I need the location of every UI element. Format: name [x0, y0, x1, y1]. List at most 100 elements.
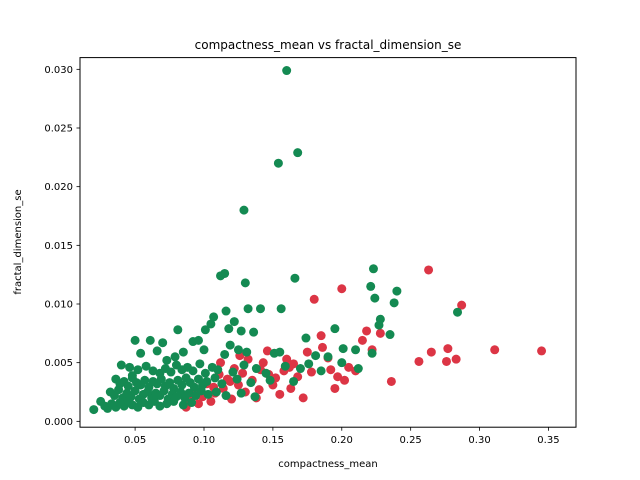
data-point [199, 345, 209, 355]
data-point [392, 286, 402, 296]
data-point [290, 273, 300, 283]
data-point [125, 362, 135, 372]
data-point [333, 372, 343, 382]
data-point [220, 349, 230, 359]
data-point [178, 400, 188, 410]
data-point [389, 298, 399, 308]
data-point [344, 362, 354, 372]
y-tick-label: 0.005 [44, 358, 73, 369]
data-point [217, 379, 227, 389]
data-point [152, 346, 162, 356]
data-point [127, 371, 137, 381]
data-point [306, 367, 316, 377]
data-point [367, 348, 377, 358]
data-point [275, 389, 285, 399]
data-point [282, 66, 292, 76]
data-point [225, 340, 235, 350]
data-point [206, 319, 216, 329]
data-point [282, 354, 292, 364]
data-point [311, 351, 321, 361]
data-point [414, 356, 424, 366]
data-point [206, 396, 216, 406]
data-point [298, 393, 308, 403]
data-point [353, 364, 363, 374]
data-point [254, 385, 264, 395]
data-point [200, 325, 210, 335]
data-point [385, 330, 395, 340]
data-point [195, 359, 205, 369]
data-point [145, 335, 155, 345]
data-point [317, 342, 327, 352]
data-point [273, 158, 283, 168]
data-point [301, 333, 311, 343]
data-point [295, 364, 305, 374]
data-point [286, 383, 296, 393]
data-point [249, 327, 259, 337]
x-tick-label: 0.35 [537, 435, 559, 446]
data-point [243, 304, 253, 314]
data-point [162, 355, 172, 365]
data-point [173, 325, 183, 335]
data-point [330, 383, 340, 393]
data-point [340, 375, 350, 385]
data-point [188, 366, 198, 376]
data-point [169, 396, 179, 406]
data-point [275, 347, 285, 357]
data-point [330, 324, 340, 334]
data-point [203, 389, 213, 399]
data-point [323, 352, 333, 362]
points-layer [89, 66, 547, 415]
data-point [309, 294, 319, 304]
x-tick-label: 0.10 [193, 435, 215, 446]
data-point [188, 337, 198, 347]
data-point [141, 361, 151, 371]
data-point [326, 365, 336, 375]
data-point [228, 367, 238, 377]
data-point [537, 346, 547, 356]
data-point [89, 405, 99, 415]
data-point [221, 391, 231, 401]
y-tick-label: 0.010 [44, 300, 73, 311]
data-point [224, 324, 234, 334]
data-point [140, 375, 150, 385]
data-point [293, 148, 303, 158]
data-point [236, 388, 246, 398]
data-point [441, 356, 451, 366]
data-point [316, 366, 326, 376]
data-point [114, 385, 124, 395]
data-point [258, 358, 268, 368]
data-point [236, 326, 246, 336]
x-tick-label: 0.25 [400, 435, 422, 446]
data-point [457, 300, 467, 310]
data-point [200, 368, 210, 378]
data-point [453, 307, 463, 317]
data-point [221, 306, 231, 316]
data-point [443, 344, 453, 354]
data-point [178, 347, 188, 357]
y-tick-label: 0.000 [44, 417, 73, 428]
data-point [225, 376, 235, 386]
y-axis-label: fractal_dimension_se [13, 189, 24, 294]
data-point [193, 399, 203, 409]
data-point [148, 366, 158, 376]
data-point [196, 386, 206, 396]
data-point [238, 368, 248, 378]
data-point [130, 335, 140, 345]
data-point [255, 304, 265, 314]
data-point [280, 361, 290, 371]
data-point [316, 331, 326, 341]
data-point [246, 378, 256, 388]
y-tick-label: 0.030 [44, 65, 73, 76]
y-tick-label: 0.015 [44, 241, 73, 252]
data-point [187, 398, 197, 408]
data-point [123, 381, 133, 391]
x-axis-label: compactness_mean [278, 459, 378, 470]
data-point [276, 304, 286, 314]
data-point [177, 380, 187, 390]
data-point [136, 348, 146, 358]
data-point [209, 312, 219, 322]
data-point [386, 376, 396, 386]
data-point [351, 345, 361, 355]
